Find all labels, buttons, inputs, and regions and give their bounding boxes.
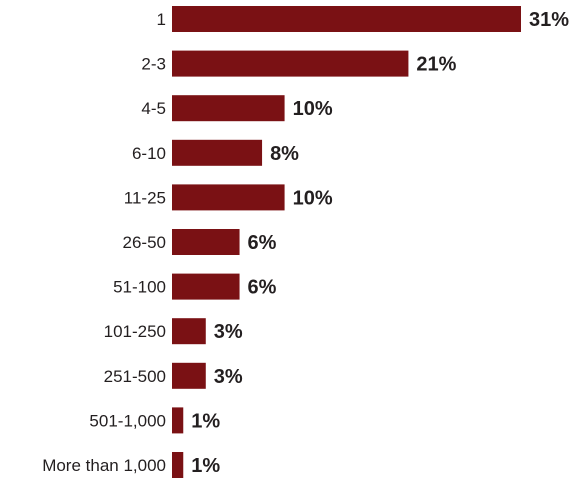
bar <box>172 6 521 32</box>
category-labels: 1 2-3 4-5 6-10 11-25 26-50 51-100 101-250 251-50… <box>42 10 166 475</box>
bars <box>172 6 521 478</box>
bar <box>172 273 240 300</box>
bar <box>172 50 409 77</box>
value-label: 8% <box>270 143 299 165</box>
bar <box>172 407 184 434</box>
value-label: 3% <box>214 366 243 388</box>
category-label: 51-100 <box>113 278 166 297</box>
category-label: 501-1,000 <box>89 411 166 430</box>
category-label: 101-250 <box>104 322 166 341</box>
bar <box>172 139 263 166</box>
bar <box>172 184 285 211</box>
bar <box>172 95 285 122</box>
category-label: 11-25 <box>124 188 166 207</box>
value-label: 6% <box>248 232 277 254</box>
bar <box>172 318 206 345</box>
category-label: 26-50 <box>123 233 166 252</box>
category-label: More than 1,000 <box>42 456 166 475</box>
category-label: 251-500 <box>104 367 166 386</box>
value-label: 1% <box>191 410 220 432</box>
value-label: 31% <box>529 9 569 31</box>
category-label: 6-10 <box>132 144 166 163</box>
category-label: 2-3 <box>141 55 166 74</box>
value-label: 10% <box>293 187 333 209</box>
value-label: 3% <box>214 321 243 343</box>
value-label: 1% <box>191 455 220 477</box>
value-label: 21% <box>416 54 456 76</box>
bar <box>172 452 184 478</box>
category-label: 1 <box>157 10 166 29</box>
category-label: 4-5 <box>141 99 166 118</box>
value-label: 10% <box>293 98 333 120</box>
value-label: 6% <box>248 277 277 299</box>
bar <box>172 362 206 389</box>
bar <box>172 229 240 255</box>
value-labels: 31%21%10%8%10%6%6%3%3%1%1% <box>191 9 569 477</box>
